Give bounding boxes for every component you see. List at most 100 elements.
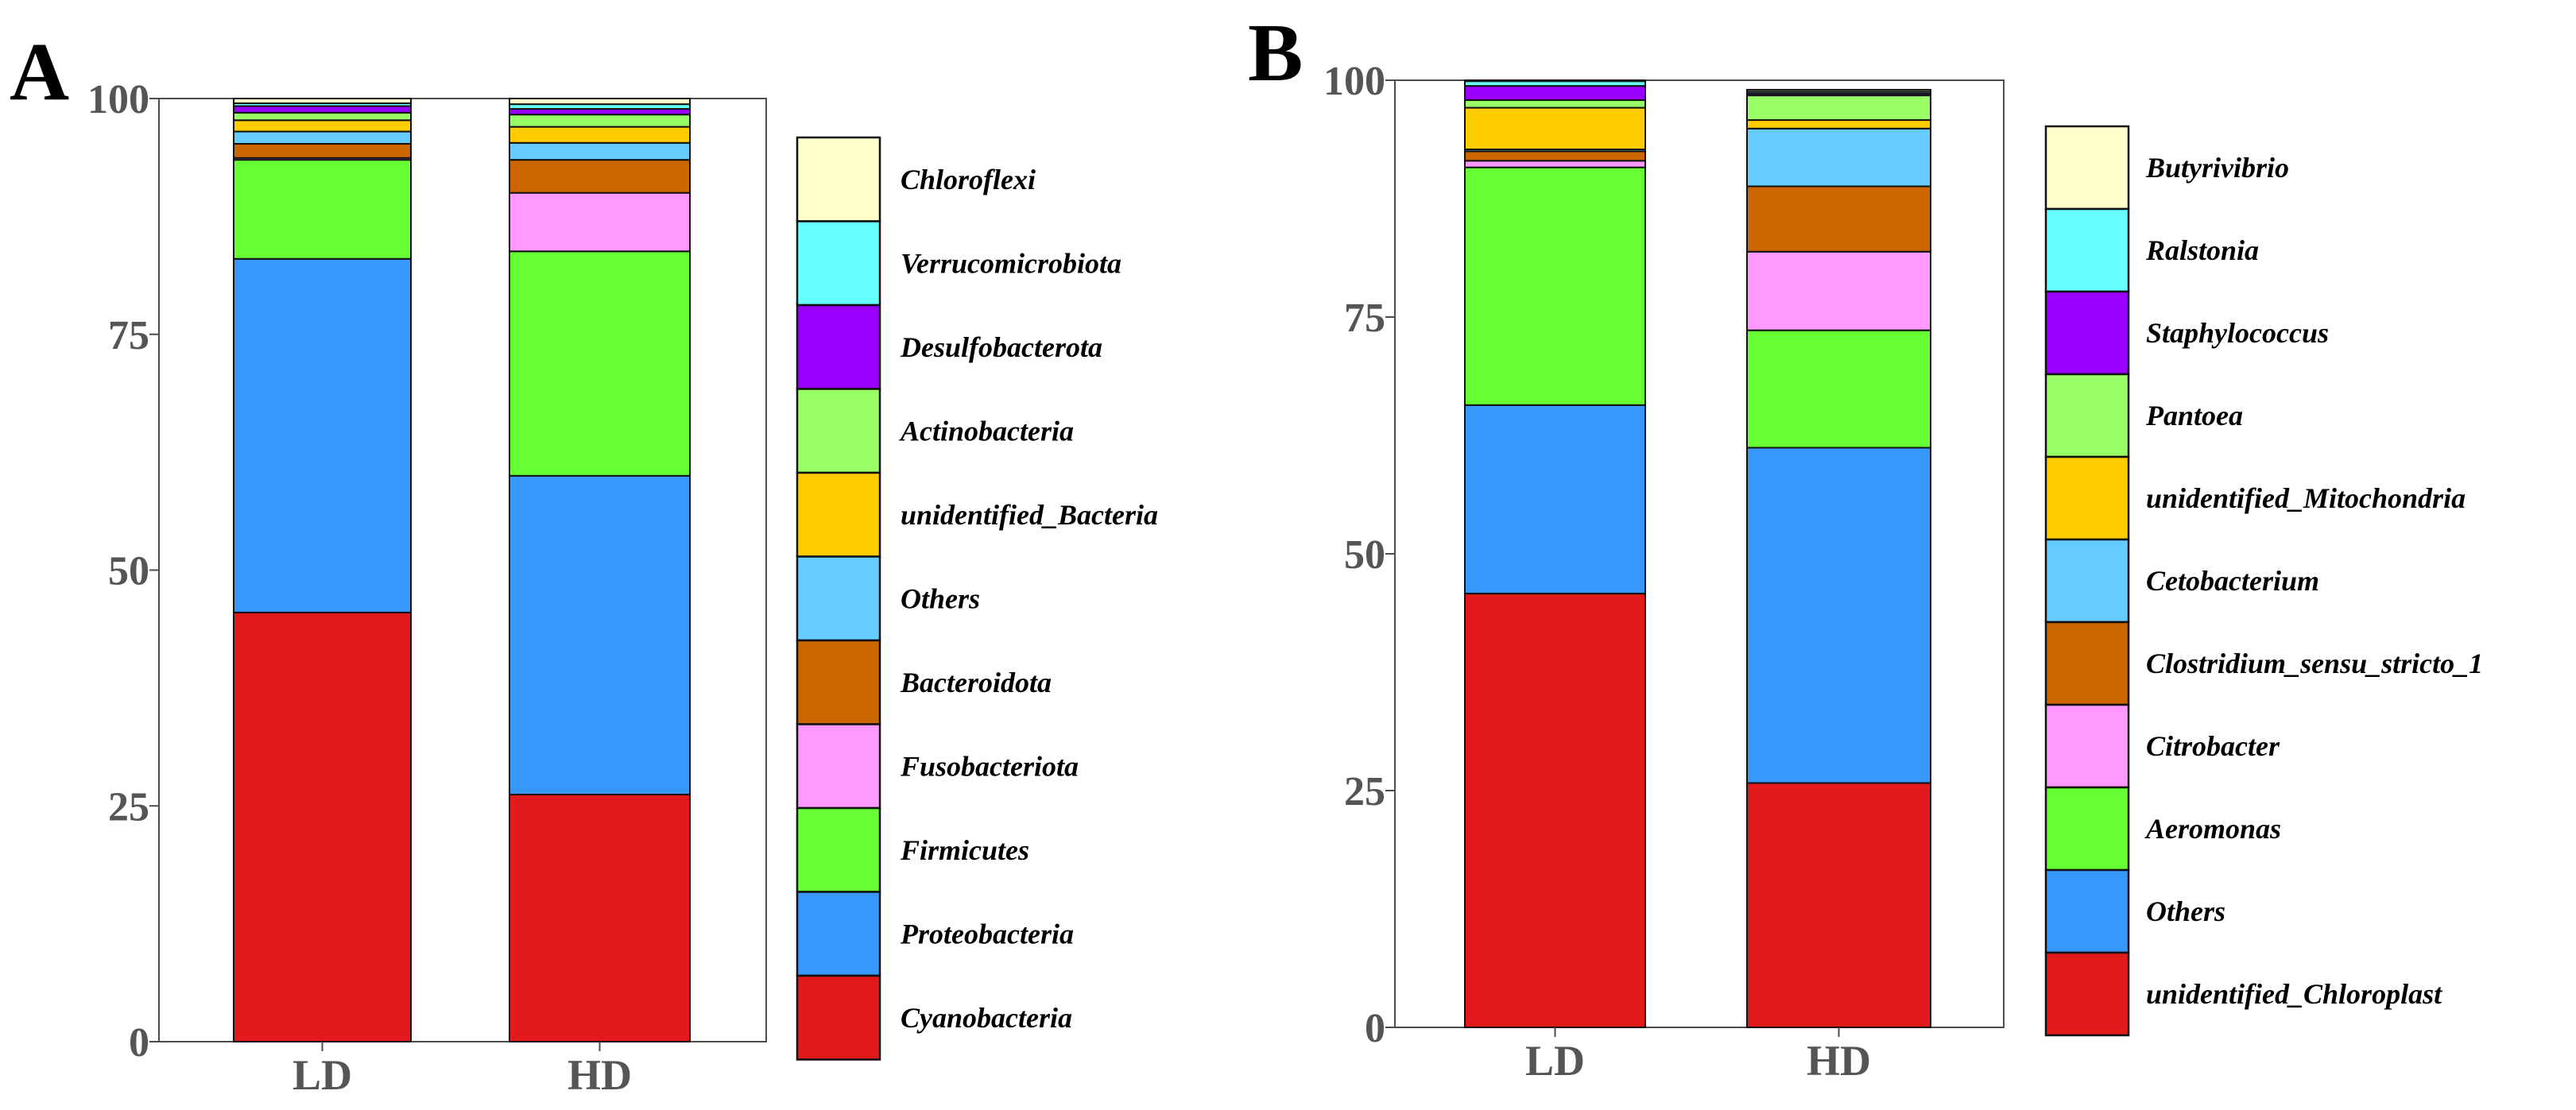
bar-segment-hd-cyanobacteria <box>509 794 691 1042</box>
legend-label-cetobacterium: Cetobacterium <box>2146 565 2319 597</box>
legend: Butyrivibrio Ralstonia Staphylococcus Panto… <box>2044 125 2483 1037</box>
legend-label-others: Others <box>2146 895 2225 927</box>
legend-label-chloroflexi: Chloroflexi <box>901 164 1036 195</box>
bar-segment-hd-cetobacterium <box>1746 127 1931 188</box>
bar-segment-hd-firmicutes <box>509 250 691 477</box>
bar-segment-hd-proteobacteria <box>509 474 691 796</box>
legend-swatch-verrucomicrobiota <box>796 220 881 307</box>
bar-segment-ld-aeromonas <box>1464 166 1646 406</box>
legend-swatch-firmicutes <box>796 806 881 893</box>
bar-segment-hd-chloroflexi <box>509 98 691 106</box>
x-tick-label-hd: HD <box>567 1051 632 1099</box>
legend-label-citrobacter: Citrobacter <box>2146 730 2280 762</box>
legend-swatch-cetobacterium <box>2044 538 2130 624</box>
bar-segment-hd-unidentified-chloroplast <box>1746 782 1931 1028</box>
bar-segment-ld-pantoea <box>1464 99 1646 109</box>
legend-swatch-chloroflexi <box>796 136 881 222</box>
legend-swatch-butyrivibrio <box>2044 125 2130 211</box>
legend-swatch-desulfobacterota <box>796 304 881 390</box>
bar-segment-ld-desulfobacterota <box>233 105 412 114</box>
bar-segment-ld-bacteroidota <box>233 142 412 159</box>
legend-label-aeromonas: Aeromonas <box>2144 813 2281 845</box>
bar-segment-ld-clostridium-sensu-stricto-1 <box>1464 150 1646 162</box>
bar-segment-hd-others <box>509 141 691 161</box>
y-tick-label: 100 <box>87 77 149 122</box>
x-tick-label-ld: LD <box>1525 1037 1585 1085</box>
bar-segment-ld-others <box>1464 404 1646 595</box>
chart-panel-b: B 0 25 50 75 100 LD HD Butyrivibrio Ralstonia Stap… <box>1248 7 2483 1085</box>
bar-segment-hd-citrobacter <box>1746 250 1931 331</box>
legend-label-others: Others <box>901 582 980 614</box>
bar-segment-hd-bacteroidota <box>509 159 691 194</box>
bar-segment-hd-others <box>1746 447 1931 784</box>
bar-segment-hd-clostridium-sensu-stricto-1 <box>1746 185 1931 253</box>
legend-label-proteobacteria: Proteobacteria <box>900 918 1074 949</box>
legend-swatch-actinobacteria <box>796 388 881 474</box>
legend-label-pantoea: Pantoea <box>2145 400 2243 431</box>
legend-label-bacteroidota: Bacteroidota <box>900 667 1052 698</box>
y-tick-label: 0 <box>1365 1006 1385 1051</box>
legend-label-desulfobacterota: Desulfobacterota <box>900 331 1102 363</box>
bar-segment-hd-aeromonas <box>1746 329 1931 449</box>
legend-label-butyrivibrio: Butyrivibrio <box>2145 152 2289 184</box>
bar-segment-hd-unidentified-bacteria <box>509 126 691 144</box>
legend-label-firmicutes: Firmicutes <box>900 834 1029 866</box>
legend-swatch-fusobacteriota <box>796 723 881 810</box>
bar-segment-hd-pantoea <box>1746 95 1931 122</box>
legend-label-unidentified-mitochondria: unidentified_Mitochondria <box>2146 482 2466 514</box>
bar-segment-hd-desulfobacterota <box>509 108 691 116</box>
y-tick-label: 75 <box>108 313 149 358</box>
legend-swatch-others <box>796 555 881 642</box>
bar-segment-ld-staphylococcus <box>1464 85 1646 102</box>
y-tick-label: 25 <box>108 784 149 830</box>
legend-swatch-aeromonas <box>2044 786 2130 872</box>
bar-segment-hd-butyrivibrio <box>1746 88 1931 93</box>
bar-segment-ld-firmicutes <box>233 159 412 260</box>
legend-swatch-proteobacteria <box>796 891 881 977</box>
legend-swatch-unidentified-bacteria <box>796 471 881 558</box>
bar-segment-ld-proteobacteria <box>233 257 412 613</box>
legend-swatch-unidentified-chloroplast <box>2044 951 2130 1037</box>
legend-label-staphylococcus: Staphylococcus <box>2146 317 2329 349</box>
legend: Chloroflexi Verrucomicrobiota Desulfobacte… <box>796 136 1158 1061</box>
bar-segment-ld-cyanobacteria <box>233 611 412 1042</box>
legend-label-actinobacteria: Actinobacteria <box>899 415 1074 447</box>
panel-label: B <box>1248 7 1303 99</box>
bar-segment-ld-chloroflexi <box>233 98 412 104</box>
x-tick-label-hd: HD <box>1807 1037 1871 1085</box>
bar-segment-ld-unidentified-bacteria <box>233 119 412 133</box>
legend-swatch-cyanobacteria <box>796 974 881 1061</box>
legend-swatch-ralstonia <box>2044 207 2130 293</box>
legend-swatch-citrobacter <box>2044 703 2130 789</box>
y-tick-label: 100 <box>1323 59 1385 104</box>
y-tick-label: 75 <box>1344 296 1385 341</box>
bar-segment-hd-actinobacteria <box>509 114 691 128</box>
legend-swatch-bacteroidota <box>796 639 881 725</box>
bar-segment-ld-unidentified-mitochondria <box>1464 106 1646 151</box>
y-tick-label: 0 <box>129 1020 149 1066</box>
legend-swatch-unidentified-mitochondria <box>2044 455 2130 541</box>
legend-swatch-pantoea <box>2044 373 2130 458</box>
bar-segment-hd-fusobacteriota <box>509 191 691 253</box>
bar-segment-ld-butyrivibrio <box>1464 79 1646 83</box>
bar-segment-ld-citrobacter <box>1464 160 1646 168</box>
legend-label-fusobacteriota: Fusobacteriota <box>900 750 1079 782</box>
legend-swatch-clostridium-sensu-stricto-1 <box>2044 621 2130 706</box>
legend-label-ralstonia: Ralstonia <box>2145 234 2259 266</box>
legend-label-cyanobacteria: Cyanobacteria <box>901 1002 1072 1034</box>
legend-label-clostridium-sensu-stricto-1: Clostridium_sensu_stricto_1 <box>2146 648 2483 679</box>
y-tick-label: 50 <box>1344 532 1385 578</box>
bar-segment-ld-others <box>233 130 412 145</box>
x-tick-label-ld: LD <box>292 1051 352 1099</box>
legend-swatch-staphylococcus <box>2044 290 2130 376</box>
y-tick-label: 25 <box>1344 769 1385 814</box>
legend-label-unidentified-bacteria: unidentified_Bacteria <box>901 499 1158 531</box>
bar-segment-hd-unidentified-mitochondria <box>1746 119 1931 130</box>
chart-panel-a: A 0 25 50 75 100 LD HD Chloroflexi Verrucomicrobi… <box>10 26 1158 1099</box>
legend-swatch-others <box>2044 868 2130 954</box>
y-tick-label: 50 <box>108 549 149 594</box>
legend-label-unidentified-chloroplast: unidentified_Chloroplast <box>2146 978 2442 1010</box>
panel-label: A <box>10 26 69 118</box>
bar-segment-ld-unidentified-chloroplast <box>1464 593 1646 1028</box>
